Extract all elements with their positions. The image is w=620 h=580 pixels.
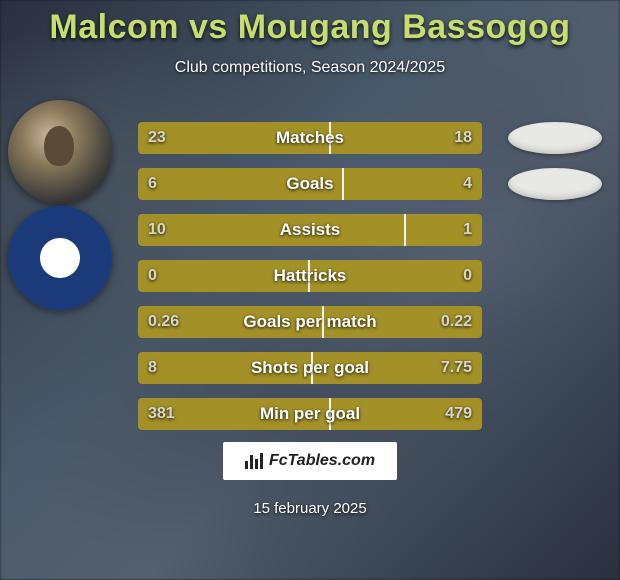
stat-value-right: 0: [463, 267, 472, 285]
stat-row: 6 4 Goals: [138, 168, 482, 200]
stat-label: Hattricks: [274, 266, 347, 286]
bars-icon: [245, 453, 263, 469]
stat-row: 0.26 0.22 Goals per match: [138, 306, 482, 338]
stat-value-right: 1: [463, 221, 472, 239]
stat-value-right: 479: [445, 405, 472, 423]
stat-value-left: 6: [148, 175, 157, 193]
footer-brand: FcTables.com: [223, 442, 397, 480]
footer-date: 15 february 2025: [253, 500, 366, 517]
stat-value-left: 8: [148, 359, 157, 377]
stat-label: Matches: [276, 128, 344, 148]
stat-label: Shots per goal: [251, 358, 369, 378]
stat-value-left: 10: [148, 221, 166, 239]
footer-brand-text: FcTables.com: [269, 452, 375, 470]
avatar-column: [8, 100, 120, 312]
oval-shape-2: [508, 168, 602, 200]
oval-shape-1: [508, 122, 602, 154]
stat-label: Goals per match: [243, 312, 376, 332]
stat-label: Assists: [280, 220, 340, 240]
stats-bars: 2318Matches64Goals101Assists00Hattricks0…: [138, 122, 482, 444]
stat-bar-right: [344, 168, 482, 200]
stat-value-right: 18: [454, 129, 472, 147]
stat-row: 0 0 Hattricks: [138, 260, 482, 292]
stat-row: 23 18 Matches: [138, 122, 482, 154]
stat-value-right: 7.75: [441, 359, 472, 377]
stat-value-left: 23: [148, 129, 166, 147]
stat-row: 8 7.75 Shots per goal: [138, 352, 482, 384]
stat-label: Goals: [286, 174, 333, 194]
stat-row: 381 479 Min per goal: [138, 398, 482, 430]
avatar-player-2: [8, 206, 112, 310]
stat-label: Min per goal: [260, 404, 360, 424]
stat-value-right: 0.22: [441, 313, 472, 331]
avatar-player-1: [8, 100, 112, 204]
stat-row: 10 1 Assists: [138, 214, 482, 246]
page-title: Malcom vs Mougang Bassogog: [0, 0, 620, 47]
stat-value-right: 4: [463, 175, 472, 193]
stat-value-left: 381: [148, 405, 175, 423]
stat-value-left: 0.26: [148, 313, 179, 331]
decorative-ovals: [508, 122, 602, 214]
page-subtitle: Club competitions, Season 2024/2025: [0, 59, 620, 77]
stat-bar-left: [138, 214, 406, 246]
stat-value-left: 0: [148, 267, 157, 285]
